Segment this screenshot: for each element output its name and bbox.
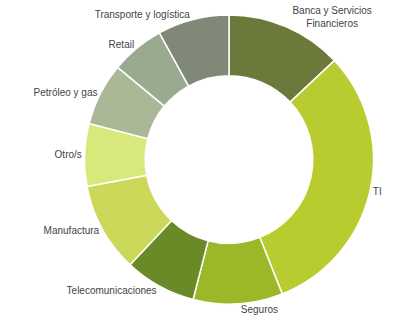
svg-text:Transporte y logística: Transporte y logística [95,9,191,20]
svg-text:Banca y ServiciosFinancieros: Banca y ServiciosFinancieros [292,5,371,29]
svg-text:Retail: Retail [109,39,135,50]
svg-text:Petróleo y gas: Petróleo y gas [34,87,98,98]
svg-text:Otro/s: Otro/s [55,149,82,160]
svg-text:Telecomunicaciones: Telecomunicaciones [67,285,157,296]
svg-text:TI: TI [373,186,382,197]
svg-text:Manufactura: Manufactura [44,225,100,236]
svg-text:Seguros: Seguros [241,304,278,315]
